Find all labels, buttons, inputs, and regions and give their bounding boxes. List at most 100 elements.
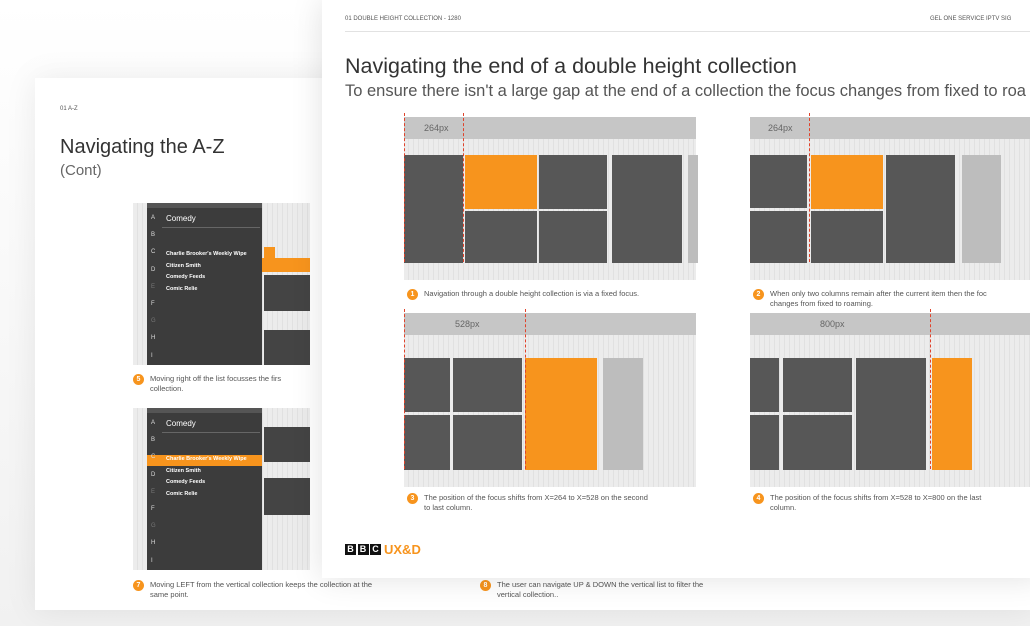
letter: A [151, 215, 156, 221]
logo-box: C [370, 544, 381, 555]
list-item: Comedy Feeds [166, 274, 206, 280]
tile [750, 211, 807, 263]
page-subtitle: To ensure there isn't a large gap at the… [345, 82, 1026, 100]
list-item: Citizen Smith [166, 262, 201, 269]
letter: B [151, 437, 156, 444]
letter: H [151, 540, 156, 547]
caption-number: 3 [407, 493, 418, 504]
tile [750, 415, 779, 470]
caption-number: 1 [407, 289, 418, 300]
focus-row [147, 455, 262, 466]
tile [404, 415, 450, 470]
section-label: 01 A-Z [60, 106, 78, 112]
caption-number: 8 [480, 580, 491, 591]
list-panel [147, 408, 262, 570]
tile [750, 358, 779, 412]
page-subtitle: (Cont) [60, 162, 102, 179]
header-rule [162, 227, 260, 228]
letter: H [151, 335, 156, 342]
focus-bar [262, 258, 310, 272]
tile [264, 478, 310, 515]
tile [453, 415, 522, 470]
page-title: Navigating the end of a double height co… [345, 54, 797, 78]
letter: D [151, 471, 156, 478]
list-panel-top [147, 203, 262, 208]
caption-number: 5 [133, 374, 144, 385]
logo-box: B [357, 544, 369, 555]
caption-number: 4 [753, 493, 764, 504]
tile [932, 358, 972, 470]
caption-text: Moving right off the list focusses the f… [150, 374, 282, 383]
list-panel-top [147, 408, 262, 413]
tile [783, 415, 852, 470]
letter: G [151, 318, 156, 325]
tile [750, 155, 807, 208]
caption-text: The position of the focus shifts from X=… [770, 493, 982, 502]
letter: A [151, 420, 156, 426]
diagram-bar [404, 313, 696, 335]
focus-guide [404, 113, 405, 262]
caption-text: collection. [150, 384, 184, 393]
logo-box: B [345, 544, 356, 555]
tile [465, 211, 537, 263]
tile [886, 155, 955, 263]
tile [811, 155, 883, 209]
tile [525, 358, 597, 470]
letter: C [151, 454, 156, 461]
letter: E [151, 283, 156, 290]
list-item: Comic Relie [166, 490, 198, 497]
caption-text: changes from fixed to roaming. [770, 299, 873, 308]
caption-text: to last column. [424, 503, 473, 512]
tile [783, 358, 852, 412]
focus-guide [463, 113, 464, 262]
offset-label: 800px [820, 319, 845, 329]
tile [856, 358, 926, 470]
caption-text: column. [770, 503, 797, 512]
tile [453, 358, 522, 412]
caption-number: 2 [753, 289, 764, 300]
diagram-bar [750, 313, 1030, 335]
list-item: Charlie Brooker's Weekly Wipe [166, 251, 247, 257]
caption-text: vertical collection.. [497, 590, 559, 599]
focus-guide [809, 113, 810, 262]
letter: I [151, 557, 153, 564]
header-rule [345, 31, 1030, 32]
tile [688, 155, 698, 263]
list-item: Comic Relie [166, 285, 198, 292]
logo-text: UX&D [384, 542, 421, 557]
diagram-bar [750, 117, 1030, 139]
list-item: Charlie Brooker's Weekly Wipe [166, 456, 247, 462]
caption-text: Navigation through a double height colle… [424, 289, 640, 298]
tile [811, 211, 883, 263]
header-rule [162, 432, 260, 433]
caption-text: The position of the focus shifts from X=… [424, 493, 648, 502]
letter: B [151, 232, 156, 239]
letter: D [151, 266, 156, 273]
letter: F [151, 506, 155, 512]
list-header: Comedy [166, 419, 196, 428]
section-label: 01 DOUBLE HEIGHT COLLECTION - 1280 [345, 16, 461, 22]
tile [603, 358, 643, 470]
caption-text: same point. [150, 590, 189, 599]
offset-label: 528px [455, 319, 480, 329]
tile [539, 155, 607, 209]
list-item: Comedy Feeds [166, 479, 206, 485]
tile [465, 155, 537, 209]
tile [264, 330, 310, 365]
offset-label: 264px [424, 123, 449, 133]
focus-guide [404, 309, 405, 469]
list-panel [147, 203, 262, 365]
diagram-bar [404, 117, 696, 139]
focus-guide [930, 309, 931, 469]
caption-text: The user can navigate UP & DOWN the vert… [497, 580, 704, 589]
list-item: Citizen Smith [166, 467, 201, 474]
tile [962, 155, 1001, 263]
tile [612, 155, 682, 263]
caption-number: 7 [133, 580, 144, 591]
letter: E [151, 488, 156, 495]
letter: I [151, 352, 153, 359]
caption-text: Moving LEFT from the vertical collection… [150, 580, 373, 589]
brand-label: GEL ONE SERVICE IPTV SIG [930, 16, 1012, 22]
tile [264, 275, 310, 311]
